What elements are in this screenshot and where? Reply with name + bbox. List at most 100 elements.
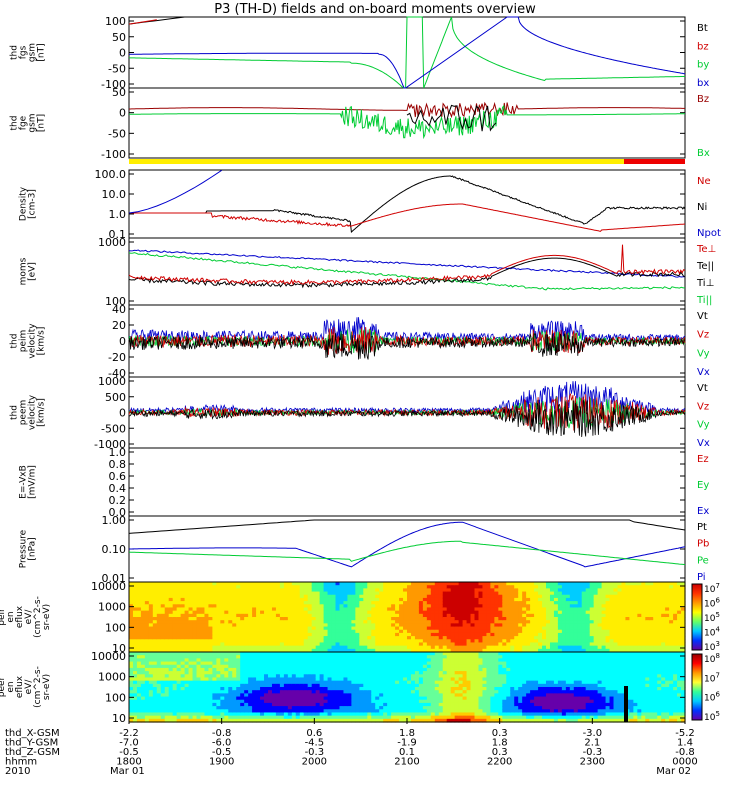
heat-cell bbox=[450, 601, 456, 605]
heat-cell bbox=[585, 642, 591, 647]
heat-cell bbox=[275, 658, 281, 663]
heat-cell bbox=[347, 671, 352, 675]
heat-cell bbox=[657, 604, 662, 609]
heat-cell bbox=[530, 594, 535, 599]
heat-cell bbox=[279, 699, 285, 704]
heat-cell bbox=[315, 582, 321, 586]
heat-cell bbox=[486, 642, 491, 647]
heat-cell bbox=[363, 709, 368, 714]
heat-cell bbox=[430, 636, 436, 640]
heat-cell bbox=[462, 610, 468, 615]
heat-cell bbox=[228, 588, 233, 593]
heat-cell bbox=[279, 642, 285, 647]
heat-cell bbox=[176, 639, 182, 644]
heat-cell bbox=[287, 626, 293, 631]
heat-cell bbox=[351, 680, 356, 685]
heat-cell bbox=[307, 706, 313, 710]
heat-cell bbox=[403, 617, 408, 621]
heat-cell bbox=[136, 588, 142, 593]
heat-cell bbox=[593, 588, 599, 593]
y-axis-label: peem bbox=[18, 400, 28, 426]
heat-cell bbox=[434, 626, 440, 631]
heat-cell bbox=[450, 607, 456, 612]
heat-cell bbox=[136, 696, 142, 701]
heat-cell bbox=[585, 632, 591, 637]
heat-cell bbox=[252, 655, 257, 659]
heat-cell bbox=[160, 636, 166, 640]
heat-cell bbox=[557, 617, 563, 621]
heat-cell bbox=[407, 639, 412, 644]
heat-cell bbox=[152, 610, 158, 615]
heat-cell bbox=[426, 702, 432, 707]
heat-cell bbox=[291, 661, 297, 666]
heat-cell bbox=[561, 597, 567, 602]
heat-cell bbox=[470, 629, 476, 634]
heat-cell bbox=[168, 718, 174, 723]
heat-cell bbox=[549, 642, 555, 647]
heat-cell bbox=[315, 636, 321, 640]
heat-cell bbox=[252, 594, 257, 599]
heat-cell bbox=[407, 683, 412, 688]
heat-cell bbox=[403, 715, 408, 720]
heat-cell bbox=[248, 674, 253, 679]
heat-cell bbox=[208, 671, 213, 675]
heat-cell bbox=[260, 671, 265, 675]
heat-cell bbox=[315, 645, 321, 650]
heat-cell bbox=[605, 645, 611, 650]
heat-cell bbox=[240, 674, 245, 679]
heat-cell bbox=[216, 712, 221, 717]
heat-cell bbox=[482, 645, 488, 650]
heat-cell bbox=[470, 648, 476, 653]
heat-cell bbox=[359, 696, 364, 701]
heat-cell bbox=[438, 655, 444, 659]
heat-cell bbox=[196, 601, 202, 605]
heat-cell bbox=[391, 702, 396, 707]
heat-cell bbox=[268, 607, 273, 612]
heat-cell bbox=[474, 613, 480, 618]
heat-cell bbox=[188, 690, 194, 694]
heat-cell bbox=[168, 674, 174, 679]
heat-cell bbox=[581, 601, 587, 605]
heat-cell bbox=[494, 639, 499, 644]
heat-cell bbox=[482, 639, 488, 644]
heat-cell bbox=[307, 642, 313, 647]
heat-cell bbox=[204, 591, 210, 596]
heat-cell bbox=[347, 712, 352, 717]
heat-cell bbox=[410, 607, 416, 612]
heat-cell bbox=[204, 601, 210, 605]
heat-cell bbox=[129, 610, 134, 615]
y-axis-label: Density bbox=[18, 186, 28, 221]
heat-cell bbox=[621, 620, 627, 624]
heat-cell bbox=[129, 671, 134, 675]
heat-cell bbox=[335, 677, 341, 682]
heat-cell bbox=[347, 709, 352, 714]
heat-cell bbox=[264, 693, 269, 698]
heat-cell bbox=[144, 597, 150, 602]
heat-cell bbox=[176, 585, 182, 589]
heat-cell bbox=[307, 702, 313, 707]
heat-cell bbox=[375, 664, 380, 669]
heat-cell bbox=[156, 582, 162, 586]
heat-cell bbox=[557, 601, 563, 605]
heat-cell bbox=[160, 674, 166, 679]
heat-cell bbox=[295, 706, 301, 710]
heat-cell bbox=[148, 594, 154, 599]
heat-cell bbox=[347, 617, 352, 621]
heat-cell bbox=[148, 591, 154, 596]
heat-cell bbox=[391, 645, 396, 650]
heat-cell bbox=[343, 680, 349, 685]
heat-cell bbox=[474, 604, 480, 609]
heat-cell bbox=[474, 597, 480, 602]
heat-cell bbox=[260, 667, 265, 672]
heat-cell bbox=[307, 712, 313, 717]
heat-cell bbox=[256, 718, 261, 723]
heat-cell bbox=[216, 718, 221, 723]
heat-cell bbox=[430, 642, 436, 647]
heat-cell bbox=[343, 585, 349, 589]
heat-cell bbox=[264, 629, 269, 634]
heat-cell bbox=[581, 607, 587, 612]
heat-cell bbox=[351, 712, 356, 717]
heat-cell bbox=[613, 607, 619, 612]
heat-cell bbox=[542, 623, 547, 628]
heat-cell bbox=[601, 604, 607, 609]
